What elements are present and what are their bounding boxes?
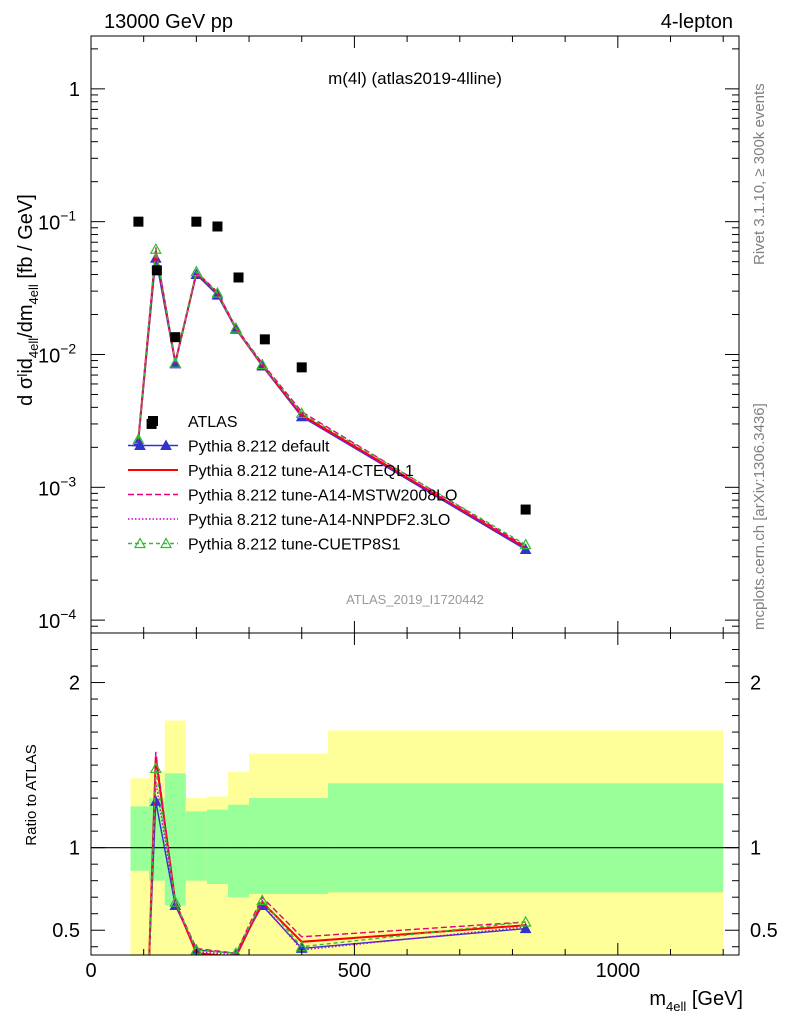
ratio-y-tick-label-right: 0.5 xyxy=(750,920,778,942)
data-point xyxy=(296,362,307,373)
ratio-point-4 xyxy=(231,947,241,955)
header-right: 4-lepton xyxy=(661,11,733,33)
data-point xyxy=(520,504,531,515)
tick-exponent: −2 xyxy=(60,340,76,356)
ratio-point-4 xyxy=(256,894,269,906)
ratio-y-axis-label: Ratio to ATLAS xyxy=(23,744,40,845)
uncertainty-band-inner xyxy=(227,804,250,898)
ylabel-mid: /dm xyxy=(15,304,37,337)
data-point xyxy=(170,332,181,343)
main-axes: 110−110−210−310−4 xyxy=(38,36,739,634)
ratio-y-tick-label-right: 2 xyxy=(750,673,761,695)
ylabel-sub2: 4ell xyxy=(26,284,41,304)
series-point-4 xyxy=(256,358,269,370)
main-y-axis-label: d σˡid4ell/dm4ell [fb / GeV] xyxy=(15,194,41,406)
uncertainty-band-inner xyxy=(130,806,149,871)
series-line-4 xyxy=(137,249,526,546)
ratio-frame xyxy=(90,632,740,956)
legend-label-0: Pythia 8.212 default xyxy=(188,439,330,456)
header-left: 13000 GeV pp xyxy=(104,11,233,33)
series-point-4 xyxy=(295,407,308,419)
ratio-x-tick-label: 0 xyxy=(85,960,96,982)
ratio-y-tick-label: 2 xyxy=(69,673,80,695)
legend-marker-0 xyxy=(160,439,172,450)
data-point xyxy=(151,265,162,276)
ratio-axes: 0 500 1000 0.5 0.5 1 1 2 2 xyxy=(52,633,778,982)
side-label-top: Rivet 3.1.10, ≥ 300k events xyxy=(751,83,768,265)
series-point-4 xyxy=(519,538,532,550)
main-y-tick-label: 10−3 xyxy=(38,473,76,500)
tick-exponent: −4 xyxy=(60,606,76,622)
uncertainty-band-inner xyxy=(164,773,186,906)
main-title: m(4l) (atlas2019-4lline) xyxy=(328,69,502,88)
xlabel-tail: [GeV] xyxy=(686,988,743,1010)
main-y-tick-label: 1 xyxy=(69,79,80,101)
main-series-group xyxy=(132,216,532,555)
main-y-tick-label: 10−2 xyxy=(38,340,76,367)
series-point-4 xyxy=(149,243,162,254)
ratio-line-4 xyxy=(148,768,526,955)
uncertainty-band-inner xyxy=(185,811,207,881)
legend-label-3: Pythia 8.212 tune-A14-NNPDF2.3LO xyxy=(188,512,450,529)
data-point xyxy=(212,221,223,232)
data-point xyxy=(133,216,144,227)
uncertainty-band-inner xyxy=(249,798,329,894)
x-axis-label: m4ell [GeV] xyxy=(649,988,743,1014)
data-point xyxy=(259,334,270,345)
ratio-panel: 0 500 1000 0.5 0.5 1 1 2 2 Ratio to ATLAS m4ell … xyxy=(23,632,778,1014)
legend-marker-data xyxy=(148,416,158,426)
tick-base: 10 xyxy=(38,345,60,367)
legend-marker-0 xyxy=(134,439,146,450)
xlabel-main: m xyxy=(649,988,666,1010)
uncertainty-band-inner xyxy=(206,809,228,884)
legend-label-1: Pythia 8.212 tune-A14-CTEQL1 xyxy=(188,463,414,480)
ratio-y-tick-label: 0.5 xyxy=(52,920,80,942)
series-point-4 xyxy=(211,286,224,298)
main-panel: 110−110−210−310−4 m(4l) (atlas2019-4llin… xyxy=(15,35,740,634)
uncertainty-band-inner xyxy=(328,783,724,893)
series-point-4 xyxy=(229,321,242,333)
tick-base: 10 xyxy=(38,478,60,500)
legend-label-4: Pythia 8.212 tune-CUETP8S1 xyxy=(188,537,401,554)
ratio-y-tick-label: 1 xyxy=(69,838,80,860)
data-point xyxy=(233,272,244,283)
main-plot-area xyxy=(132,216,532,555)
ratio-line-1 xyxy=(148,756,526,955)
legend-label-data: ATLAS xyxy=(188,414,238,431)
tick-exponent: −3 xyxy=(60,473,76,489)
legend-label-2: Pythia 8.212 tune-A14-MSTW2008LO xyxy=(188,488,457,505)
ratio-x-tick-label: 1000 xyxy=(596,960,641,982)
main-y-tick-label: 10−4 xyxy=(38,606,76,633)
ylabel-main: d σˡid xyxy=(15,358,37,406)
ratio-series-group xyxy=(91,720,739,955)
series-line-0 xyxy=(137,258,526,551)
ratio-plot-area xyxy=(91,720,739,955)
legend-marker-4 xyxy=(159,537,173,549)
ratio-line-2 xyxy=(148,751,526,955)
ratio-point-0 xyxy=(519,922,532,934)
side-label-bottom: mcplots.cern.ch [arXiv:1306.3436] xyxy=(751,403,768,630)
ratio-point-4 xyxy=(519,915,532,927)
ratio-y-tick-label-right: 1 xyxy=(750,838,761,860)
tick-exponent: −1 xyxy=(60,208,76,224)
legend: ATLAS Pythia 8.212 default Pythia 8.212 tu… xyxy=(128,414,457,554)
ratio-point-4 xyxy=(149,762,162,774)
tick-base: 10 xyxy=(38,213,60,235)
xlabel-sub: 4ell xyxy=(666,999,686,1014)
ratio-point-4 xyxy=(169,895,182,907)
analysis-label: ATLAS_2019_I1720442 xyxy=(346,592,484,607)
tick-base: 10 xyxy=(38,611,60,633)
series-point-4 xyxy=(169,356,182,368)
legend-marker-4 xyxy=(133,537,147,549)
main-y-tick-label: 10−1 xyxy=(38,208,76,235)
ylabel-tail: [fb / GeV] xyxy=(15,194,37,284)
ylabel-sub1: 4ell xyxy=(26,338,41,358)
data-point xyxy=(191,216,202,227)
series-point-4 xyxy=(190,265,203,277)
series-line-3 xyxy=(137,252,526,549)
ratio-x-tick-label: 500 xyxy=(338,960,371,982)
